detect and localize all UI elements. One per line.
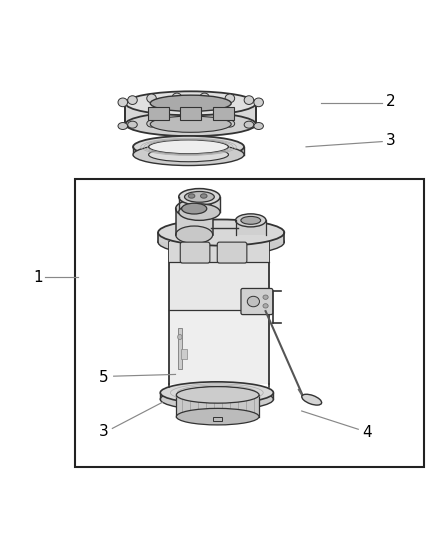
- Ellipse shape: [158, 229, 284, 255]
- Ellipse shape: [254, 98, 263, 107]
- Ellipse shape: [172, 93, 182, 102]
- Ellipse shape: [225, 94, 235, 103]
- Ellipse shape: [302, 394, 321, 405]
- Ellipse shape: [263, 304, 268, 308]
- Ellipse shape: [160, 389, 273, 410]
- Ellipse shape: [236, 214, 266, 227]
- FancyBboxPatch shape: [241, 288, 273, 314]
- Ellipse shape: [244, 96, 254, 104]
- Ellipse shape: [128, 96, 137, 104]
- Ellipse shape: [178, 334, 182, 340]
- Ellipse shape: [176, 200, 213, 217]
- Ellipse shape: [125, 112, 256, 136]
- Ellipse shape: [118, 98, 127, 107]
- Bar: [158, 232, 284, 242]
- Bar: [169, 310, 269, 384]
- Ellipse shape: [179, 189, 220, 205]
- Bar: [177, 395, 259, 417]
- Text: 2: 2: [386, 94, 396, 109]
- Ellipse shape: [241, 216, 261, 224]
- Bar: [178, 328, 182, 369]
- Ellipse shape: [133, 144, 244, 166]
- Ellipse shape: [147, 120, 156, 127]
- Bar: [160, 393, 273, 399]
- Ellipse shape: [254, 123, 263, 130]
- Ellipse shape: [177, 408, 259, 425]
- Bar: [169, 242, 269, 384]
- Ellipse shape: [172, 119, 182, 126]
- Ellipse shape: [244, 121, 254, 128]
- Text: 3: 3: [99, 424, 109, 439]
- Ellipse shape: [118, 123, 127, 130]
- Ellipse shape: [147, 94, 156, 103]
- Ellipse shape: [160, 382, 273, 403]
- Ellipse shape: [225, 120, 235, 127]
- Bar: [133, 147, 244, 155]
- Ellipse shape: [188, 194, 195, 198]
- Ellipse shape: [201, 194, 207, 198]
- Ellipse shape: [176, 226, 213, 244]
- Ellipse shape: [133, 136, 244, 158]
- Ellipse shape: [186, 393, 248, 405]
- Bar: [181, 349, 187, 359]
- Bar: [176, 208, 213, 235]
- Bar: [180, 107, 201, 120]
- Text: 5: 5: [99, 370, 109, 385]
- Bar: [125, 103, 256, 124]
- Ellipse shape: [186, 387, 248, 399]
- Bar: [169, 242, 269, 262]
- Ellipse shape: [148, 140, 229, 154]
- Ellipse shape: [150, 95, 231, 111]
- Bar: [213, 417, 222, 421]
- Ellipse shape: [125, 91, 256, 115]
- Ellipse shape: [184, 191, 214, 202]
- Bar: [75, 180, 424, 467]
- Ellipse shape: [200, 119, 209, 126]
- Ellipse shape: [177, 386, 259, 403]
- Bar: [213, 107, 234, 120]
- Ellipse shape: [148, 148, 229, 161]
- Ellipse shape: [158, 220, 284, 246]
- Bar: [148, 107, 169, 120]
- Bar: [179, 197, 220, 212]
- Text: 4: 4: [362, 425, 372, 440]
- Ellipse shape: [150, 116, 231, 132]
- FancyBboxPatch shape: [180, 242, 210, 263]
- Ellipse shape: [128, 121, 137, 128]
- Ellipse shape: [182, 203, 207, 214]
- Ellipse shape: [247, 296, 259, 307]
- Ellipse shape: [179, 204, 220, 220]
- Ellipse shape: [200, 93, 209, 102]
- Bar: [236, 220, 266, 235]
- Text: 3: 3: [386, 133, 396, 148]
- Text: 1: 1: [34, 270, 43, 285]
- Ellipse shape: [263, 295, 268, 300]
- FancyBboxPatch shape: [217, 242, 247, 263]
